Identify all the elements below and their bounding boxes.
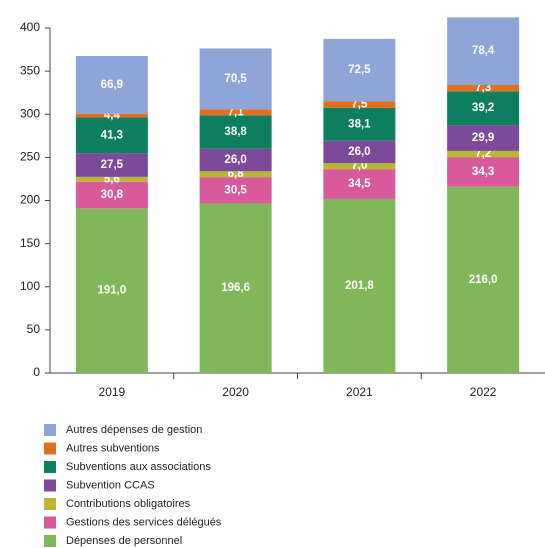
value-label: 41,3 xyxy=(101,129,123,141)
legend-label: Subventions aux associations xyxy=(66,461,211,473)
value-label: 38,1 xyxy=(348,118,371,130)
legend-swatch xyxy=(44,516,56,529)
value-label: 7,0 xyxy=(351,160,367,172)
value-label: 39,2 xyxy=(472,102,494,114)
bar-segment xyxy=(75,153,148,177)
bar-segment xyxy=(447,17,520,86)
x-tick-label: 2021 xyxy=(346,385,373,399)
bar-segment xyxy=(199,171,272,178)
value-label: 26,0 xyxy=(348,146,370,158)
value-label: 27,5 xyxy=(101,159,124,171)
legend-swatch xyxy=(44,442,56,455)
value-label: 7,3 xyxy=(475,82,491,94)
bar-segment xyxy=(323,101,396,108)
bar-segment xyxy=(75,176,148,182)
bar-segment xyxy=(199,177,272,204)
x-tick-label: 2019 xyxy=(99,385,126,399)
legend-label: Gestions des services délégués xyxy=(66,516,222,528)
legend-swatch xyxy=(44,479,56,492)
value-label: 7,1 xyxy=(228,106,245,118)
legend-swatch xyxy=(44,498,56,510)
legend-swatch xyxy=(44,424,56,436)
value-label: 26,0 xyxy=(224,154,246,166)
bar-segment xyxy=(75,113,148,118)
value-label: 34,3 xyxy=(472,166,494,178)
bar-segment xyxy=(447,157,520,187)
bar-segment xyxy=(447,186,520,373)
value-label: 70,5 xyxy=(224,73,247,85)
bar-segment xyxy=(323,107,396,141)
y-tick-label: 150 xyxy=(20,236,40,250)
legend-label: Autres subventions xyxy=(66,442,160,454)
value-label: 30,5 xyxy=(224,184,247,196)
x-tick-label: 2020 xyxy=(222,385,249,399)
value-label: 191,0 xyxy=(97,285,126,297)
bar-segment xyxy=(323,198,396,373)
value-label: 34,5 xyxy=(348,178,371,190)
bar-segment xyxy=(447,150,520,158)
bar-segment xyxy=(199,115,272,149)
y-tick-label: 250 xyxy=(20,150,40,164)
value-label: 216,0 xyxy=(469,274,498,286)
bar-segment xyxy=(75,208,148,373)
bar-segment xyxy=(323,169,396,199)
y-tick-label: 400 xyxy=(20,20,40,34)
bar-segment xyxy=(199,109,272,116)
bar-segment xyxy=(199,203,272,373)
bar-segment xyxy=(75,181,148,209)
value-label: 78,4 xyxy=(472,45,495,57)
value-label: 38,8 xyxy=(224,126,247,138)
legend-label: Dépenses de personnel xyxy=(66,535,182,547)
bar-segment xyxy=(323,163,396,170)
y-tick-label: 200 xyxy=(20,193,40,207)
value-label: 7,2 xyxy=(475,148,491,160)
y-tick-label: 0 xyxy=(33,365,40,379)
bar-segment xyxy=(323,140,396,164)
bar-segment xyxy=(447,85,520,92)
y-tick-label: 100 xyxy=(20,279,40,293)
bar-segment xyxy=(199,48,272,110)
legend-swatch xyxy=(44,535,56,547)
legend-label: Autres dépenses de gestion xyxy=(66,424,202,436)
y-tick-label: 50 xyxy=(27,322,41,336)
legend-label: Subvention CCAS xyxy=(66,479,155,491)
bar-segment xyxy=(323,38,396,102)
value-label: 196,6 xyxy=(221,282,250,294)
legend-swatch xyxy=(44,461,56,473)
bar-segment xyxy=(75,56,148,114)
value-label: 201,8 xyxy=(345,280,374,292)
value-label: 66,9 xyxy=(101,79,123,91)
x-tick-label: 2022 xyxy=(470,385,497,399)
value-label: 72,5 xyxy=(348,64,371,76)
y-tick-label: 300 xyxy=(20,106,40,120)
bar-segment xyxy=(75,117,148,154)
value-label: 29,9 xyxy=(472,132,494,144)
value-label: 30,8 xyxy=(101,189,124,201)
bar-segment xyxy=(447,91,520,126)
y-tick-label: 350 xyxy=(20,63,40,77)
bar-segment xyxy=(199,148,272,172)
value-label: 7,5 xyxy=(351,99,368,111)
bar-segment xyxy=(447,125,520,151)
legend-label: Contributions obligatoires xyxy=(66,498,191,510)
